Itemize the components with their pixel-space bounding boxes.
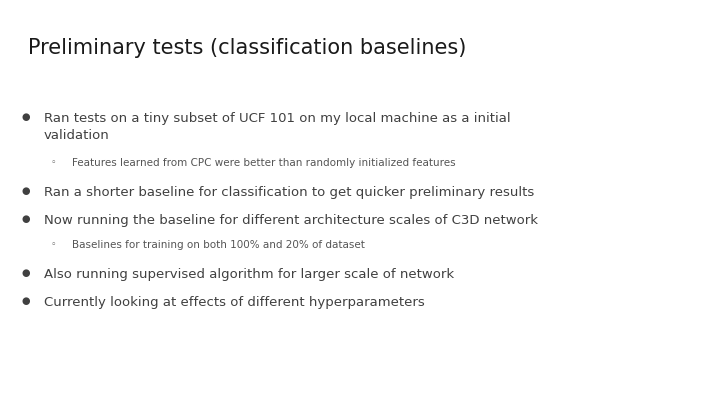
Text: ◦: ◦ <box>51 240 56 249</box>
Text: ●: ● <box>22 214 31 224</box>
Text: Currently looking at effects of different hyperparameters: Currently looking at effects of differen… <box>44 296 425 309</box>
Text: ●: ● <box>22 112 31 122</box>
Text: Baselines for training on both 100% and 20% of dataset: Baselines for training on both 100% and … <box>72 240 365 250</box>
Text: Now running the baseline for different architecture scales of C3D network: Now running the baseline for different a… <box>44 214 538 227</box>
Text: Preliminary tests (classification baselines): Preliminary tests (classification baseli… <box>28 38 467 58</box>
Text: ◦: ◦ <box>51 158 56 167</box>
Text: Also running supervised algorithm for larger scale of network: Also running supervised algorithm for la… <box>44 268 454 281</box>
Text: Features learned from CPC were better than randomly initialized features: Features learned from CPC were better th… <box>72 158 456 168</box>
Text: Ran a shorter baseline for classification to get quicker preliminary results: Ran a shorter baseline for classificatio… <box>44 186 534 199</box>
Text: ●: ● <box>22 268 31 278</box>
Text: ●: ● <box>22 296 31 306</box>
Text: Ran tests on a tiny subset of UCF 101 on my local machine as a initial
validatio: Ran tests on a tiny subset of UCF 101 on… <box>44 112 510 142</box>
Text: ●: ● <box>22 186 31 196</box>
